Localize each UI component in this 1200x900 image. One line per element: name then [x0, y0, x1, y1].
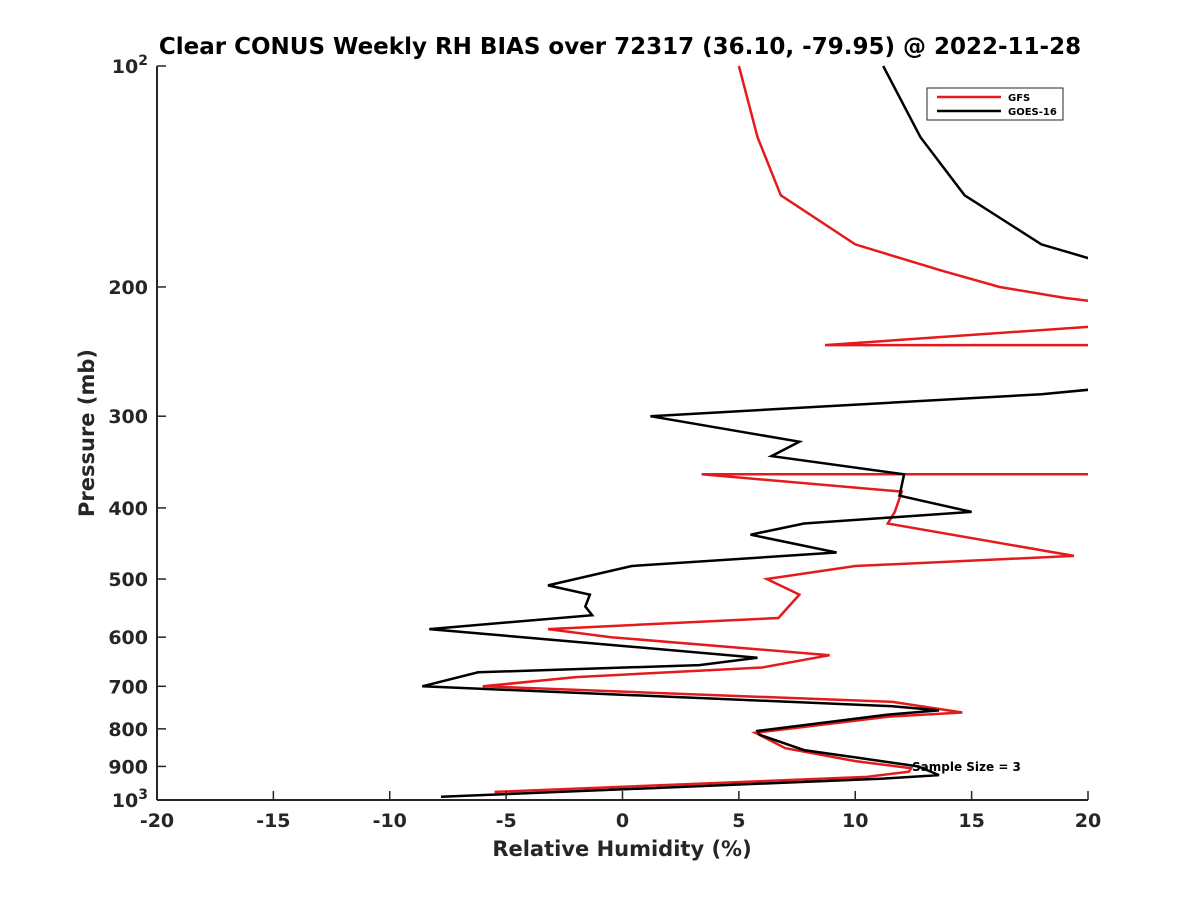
sample-size-annotation: Sample Size = 3 [912, 760, 1021, 774]
x-tick-label: -15 [256, 810, 290, 832]
y-tick-label: 103 [112, 787, 148, 812]
x-tick-label: 0 [616, 810, 629, 832]
x-tick-label: -20 [140, 810, 174, 832]
x-tick-label: 10 [842, 810, 868, 832]
legend-label-gfs: GFS [1008, 93, 1030, 104]
legend-label-goes-16: GOES-16 [1008, 107, 1057, 118]
axes [156, 66, 1088, 801]
series-layer [421, 65, 1088, 799]
x-tick-label: 5 [732, 810, 745, 832]
legend: GFS GOES-16 [926, 87, 1064, 121]
y-tick-label: 102 [112, 53, 148, 78]
y-tick-label: 500 [108, 569, 148, 591]
x-ticks: -20 -15 -10 -5 0 5 10 15 20 [140, 791, 1101, 832]
x-tick-label: 15 [958, 810, 984, 832]
y-axis-label: Pressure (mb) [75, 349, 99, 517]
y-tick-label: 800 [108, 719, 148, 741]
legend-box [926, 87, 1064, 121]
x-tick-label: -5 [496, 810, 517, 832]
x-axis-label: Relative Humidity (%) [492, 837, 751, 861]
x-tick-label: -10 [373, 810, 407, 832]
y-tick-label: 900 [108, 756, 148, 778]
y-tick-label: 700 [108, 676, 148, 698]
y-tick-label: 300 [108, 406, 148, 428]
series-line-gfs [482, 65, 1088, 794]
y-tick-label: 600 [108, 627, 148, 649]
legend-entries: GFS GOES-16 [937, 93, 1057, 118]
x-tick-label: 20 [1075, 810, 1101, 832]
series-line-goes-16 [421, 65, 1088, 799]
chart-title: Clear CONUS Weekly RH BIAS over 72317 (3… [159, 34, 1081, 60]
y-tick-label: 400 [108, 498, 148, 520]
y-tick-label: 200 [108, 277, 148, 299]
y-ticks: 102 200 300 400 500 600 700 800 900 103 [108, 53, 166, 812]
